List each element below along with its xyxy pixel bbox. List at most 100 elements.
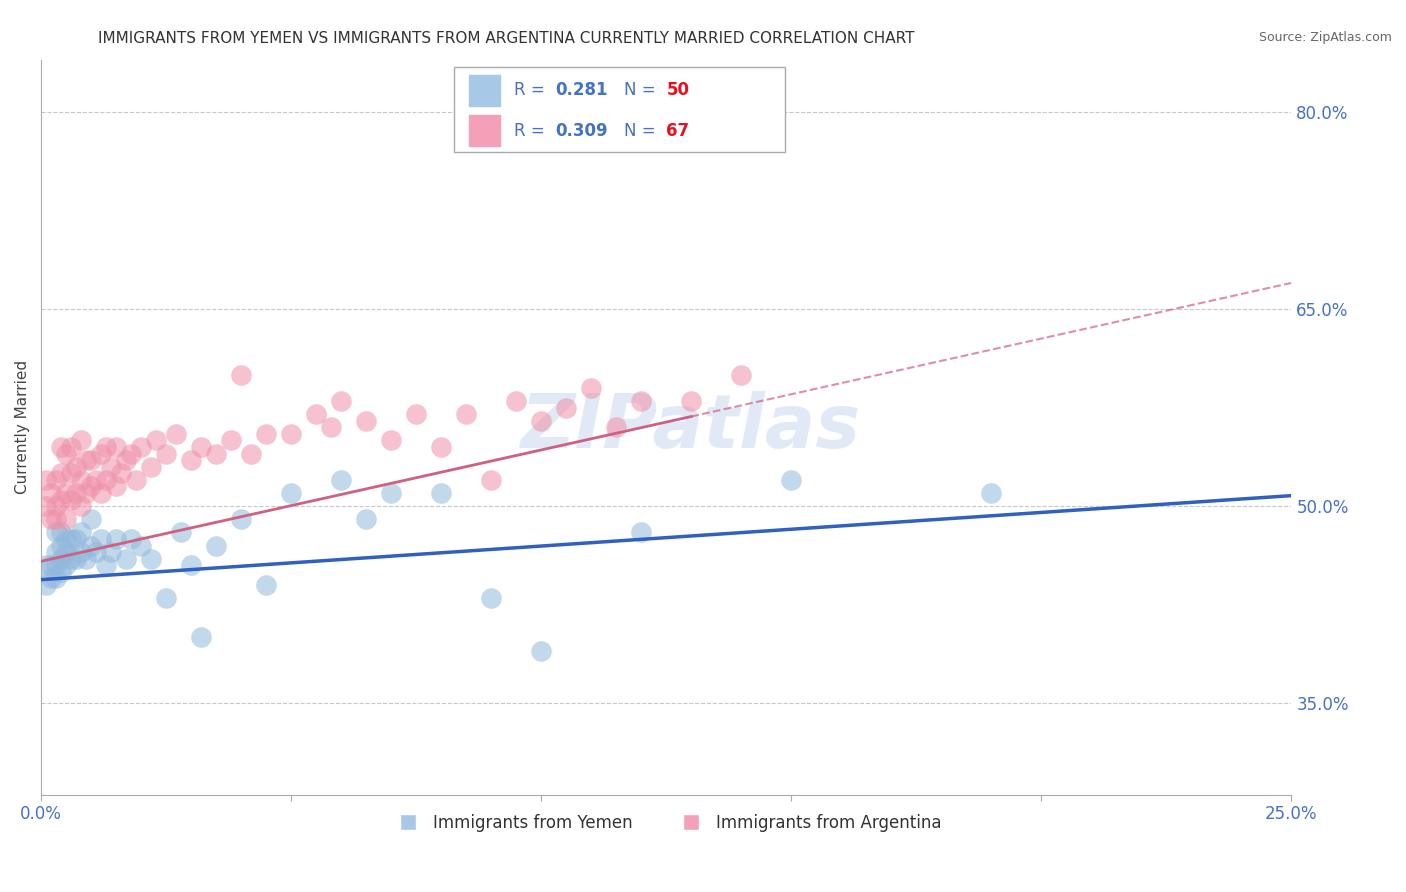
Point: [55, 558, 77, 573]
Point: [70, 473, 93, 487]
Point: [94, 558, 117, 573]
Point: [139, 459, 162, 474]
Text: 0.309: 0.309: [555, 122, 607, 140]
Point: [49, 565, 72, 579]
Point: [280, 486, 302, 500]
Point: [190, 440, 212, 454]
Text: R =: R =: [513, 122, 550, 140]
Point: [49, 551, 72, 566]
Point: [330, 473, 353, 487]
FancyBboxPatch shape: [454, 67, 785, 152]
Point: [80, 539, 103, 553]
Point: [254, 578, 277, 592]
Point: [231, 368, 253, 382]
Bar: [468, 115, 501, 146]
Point: [180, 453, 202, 467]
Point: [70, 525, 93, 540]
Point: [39, 558, 62, 573]
Point: [165, 426, 187, 441]
Point: [190, 631, 212, 645]
Point: [90, 486, 112, 500]
Point: [65, 486, 87, 500]
Point: [430, 486, 453, 500]
Text: IMMIGRANTS FROM YEMEN VS IMMIGRANTS FROM ARGENTINA CURRENTLY MARRIED CORRELATION: IMMIGRANTS FROM YEMEN VS IMMIGRANTS FROM…: [98, 31, 915, 46]
Point: [145, 434, 167, 448]
Point: [555, 401, 578, 415]
Point: [35, 558, 58, 573]
Point: [115, 551, 138, 566]
Point: [45, 499, 67, 513]
Point: [231, 512, 253, 526]
Point: [60, 532, 83, 546]
Point: [180, 558, 202, 573]
Point: [254, 426, 277, 441]
Point: [75, 551, 97, 566]
Point: [105, 532, 128, 546]
Point: [354, 512, 377, 526]
Point: [630, 525, 652, 540]
Point: [90, 447, 112, 461]
Point: [139, 551, 162, 566]
Bar: [468, 75, 501, 106]
Point: [55, 532, 77, 546]
Point: [681, 394, 703, 409]
Point: [100, 545, 122, 559]
Point: [321, 420, 343, 434]
Point: [530, 414, 553, 428]
Text: R =: R =: [513, 81, 550, 100]
Point: [980, 486, 1002, 500]
Point: [55, 486, 77, 500]
Point: [49, 539, 72, 553]
Point: [49, 440, 72, 454]
Point: [39, 486, 62, 500]
Point: [75, 486, 97, 500]
Point: [45, 545, 67, 559]
Point: [80, 479, 103, 493]
Point: [530, 643, 553, 657]
Point: [100, 459, 122, 474]
Text: 67: 67: [666, 122, 689, 140]
Point: [780, 473, 803, 487]
Point: [49, 492, 72, 507]
Point: [479, 473, 502, 487]
Y-axis label: Currently Married: Currently Married: [15, 360, 30, 494]
Point: [630, 394, 652, 409]
Point: [155, 591, 177, 605]
Point: [80, 453, 103, 467]
Point: [240, 447, 263, 461]
Point: [65, 459, 87, 474]
Legend: Immigrants from Yemen, Immigrants from Argentina: Immigrants from Yemen, Immigrants from A…: [385, 807, 948, 838]
Point: [75, 453, 97, 467]
Point: [94, 473, 117, 487]
Point: [115, 453, 138, 467]
Point: [120, 447, 142, 461]
Point: [105, 440, 128, 454]
Text: 0.281: 0.281: [555, 81, 607, 100]
Point: [94, 440, 117, 454]
Point: [45, 525, 67, 540]
Point: [605, 420, 627, 434]
Point: [80, 512, 103, 526]
Point: [305, 407, 328, 421]
Point: [84, 473, 107, 487]
Point: [505, 394, 527, 409]
Point: [49, 467, 72, 481]
Point: [55, 447, 77, 461]
Point: [39, 571, 62, 585]
Point: [84, 545, 107, 559]
Point: [55, 512, 77, 526]
Text: 50: 50: [666, 81, 689, 100]
Point: [60, 551, 83, 566]
Point: [155, 447, 177, 461]
Point: [60, 467, 83, 481]
Point: [45, 512, 67, 526]
Point: [280, 426, 302, 441]
Point: [129, 440, 152, 454]
Point: [35, 578, 58, 592]
Point: [65, 532, 87, 546]
Text: N =: N =: [624, 81, 661, 100]
Point: [479, 591, 502, 605]
Point: [380, 434, 402, 448]
Point: [65, 551, 87, 566]
Point: [205, 447, 228, 461]
